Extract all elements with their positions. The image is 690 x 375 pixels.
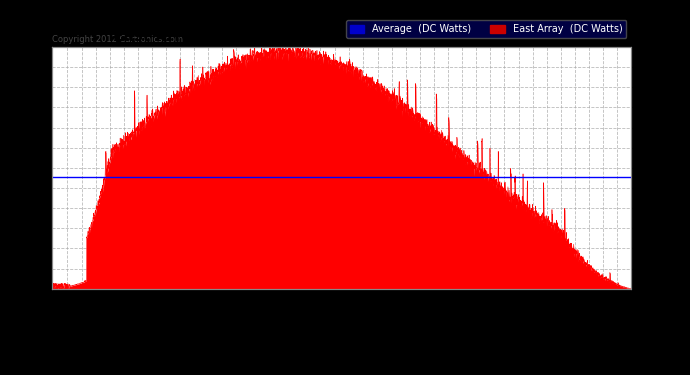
Text: 816.51: 816.51 bbox=[658, 254, 667, 289]
Text: 816.51: 816.51 bbox=[17, 142, 26, 177]
Title: East Array Actual & Average Power Sun Sep 30 18:30: East Array Actual & Average Power Sun Se… bbox=[112, 29, 571, 44]
Legend: Average  (DC Watts), East Array  (DC Watts): Average (DC Watts), East Array (DC Watts… bbox=[346, 20, 627, 38]
Text: Copyright 2012 Cartronics.com: Copyright 2012 Cartronics.com bbox=[52, 36, 184, 45]
